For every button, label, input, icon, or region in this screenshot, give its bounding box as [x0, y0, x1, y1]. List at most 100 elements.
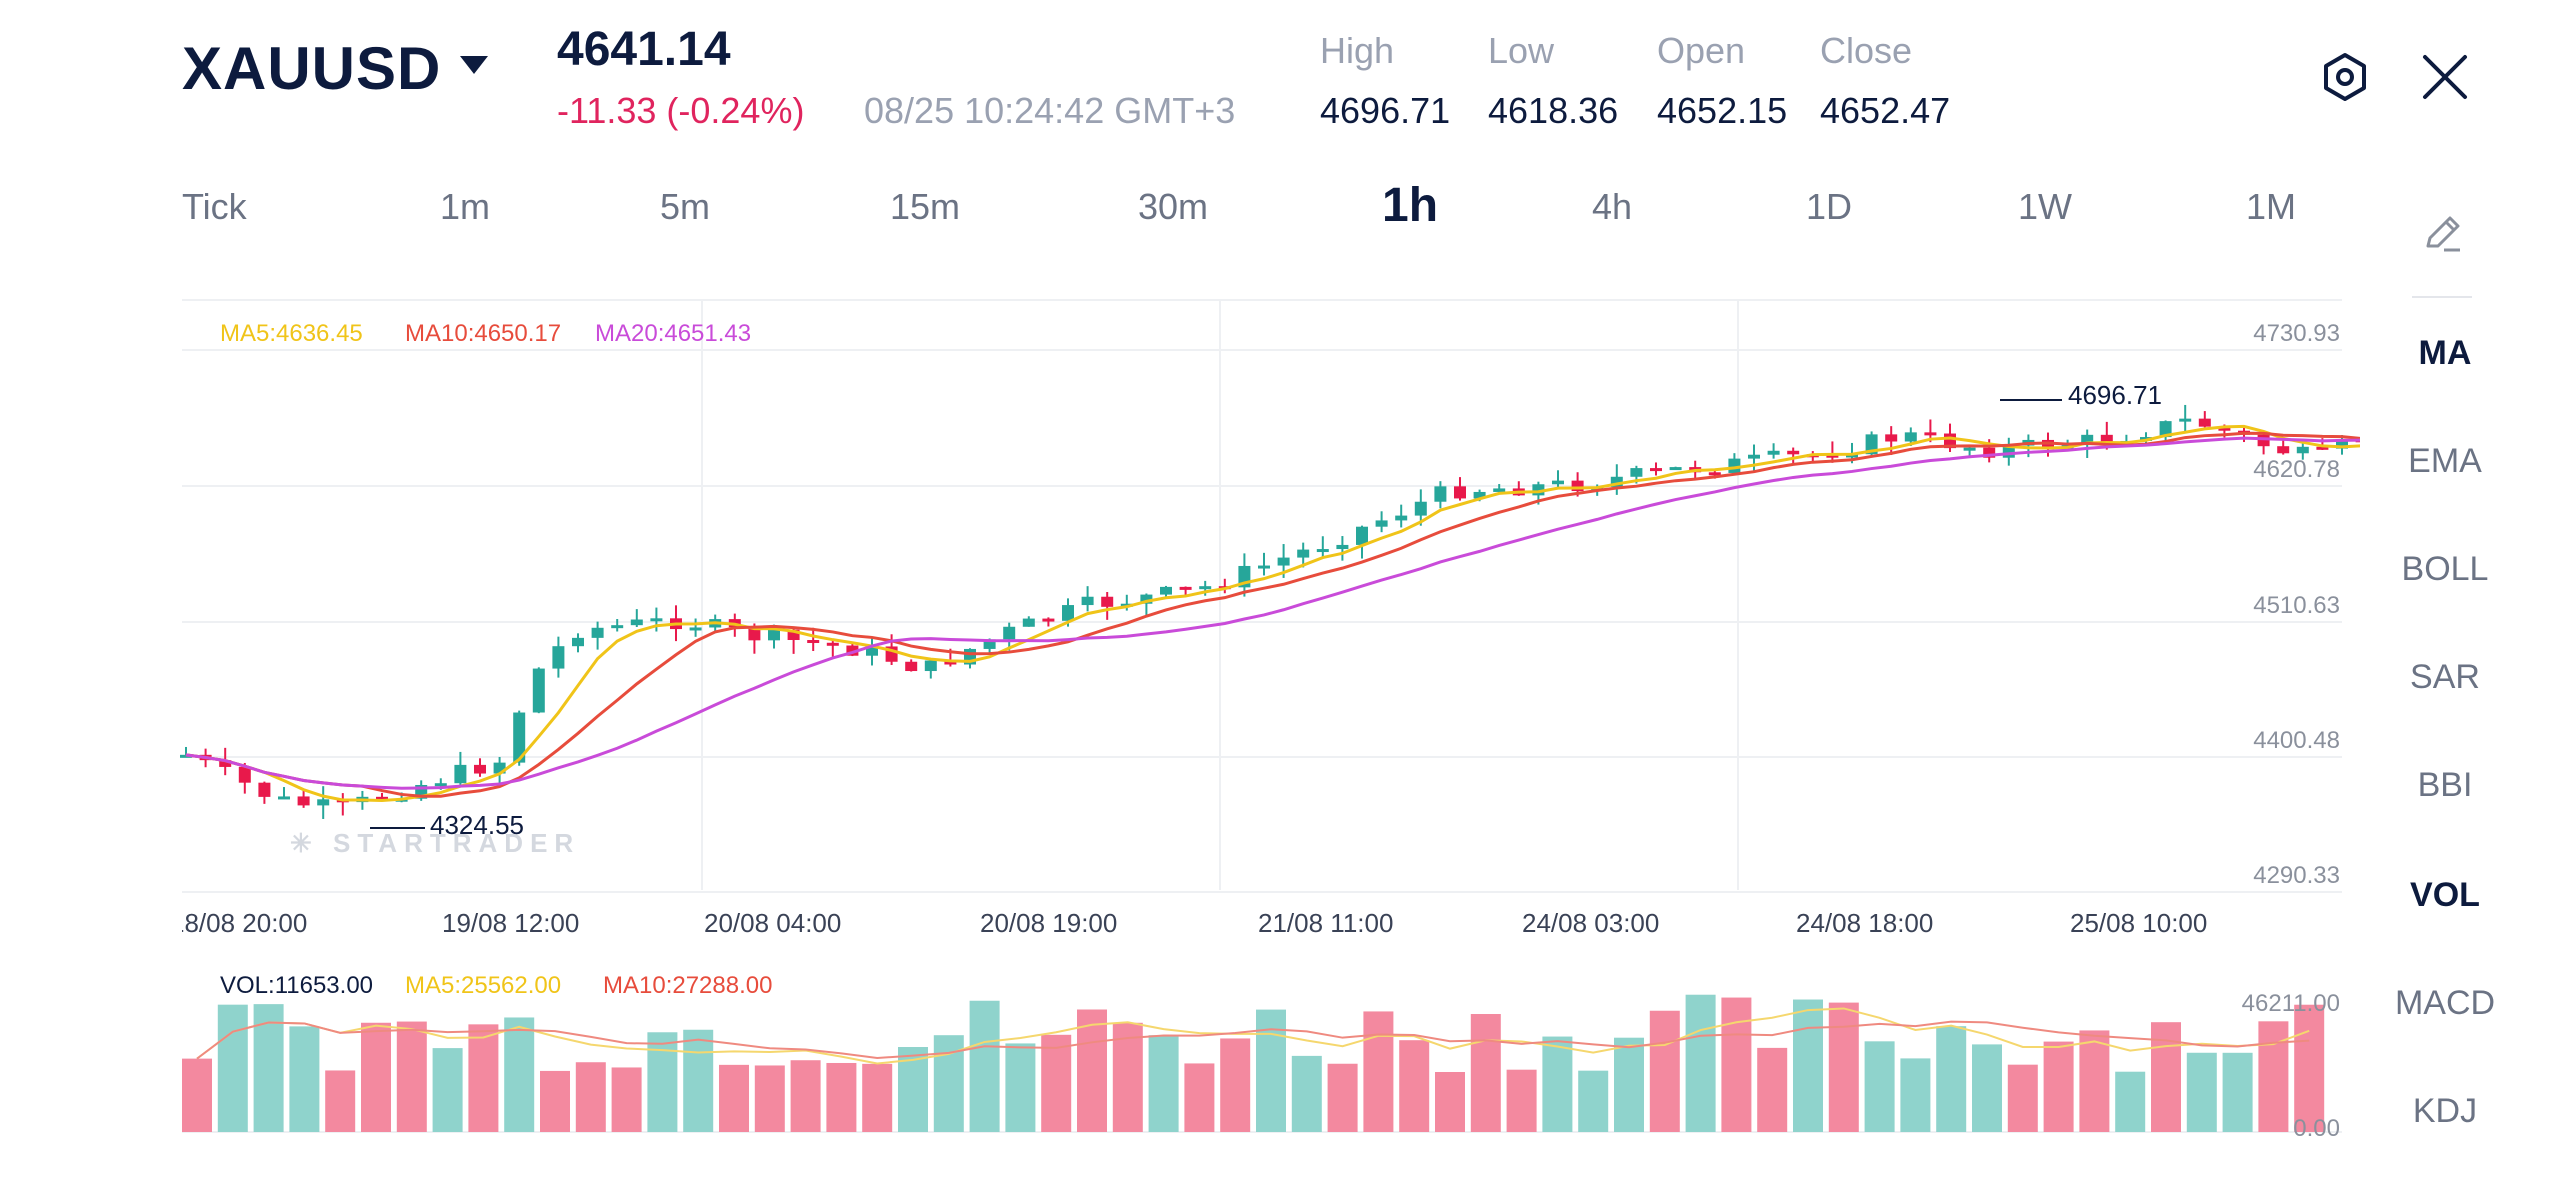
volume-bar [611, 1067, 642, 1132]
x-axis: 18/08 20:00 19/08 12:00 20/08 04:00 20/0… [182, 898, 2342, 938]
candle-body [1454, 486, 1466, 499]
candle-body [1258, 565, 1270, 569]
close-value: 4652.47 [1820, 90, 1951, 131]
volume-bar [2043, 1041, 2074, 1132]
settings-icon[interactable] [2320, 52, 2370, 102]
candle-body [630, 619, 643, 626]
symbol-selector[interactable]: XAUUSD [182, 35, 442, 102]
candle-body [826, 642, 839, 646]
tab-1d[interactable]: 1D [1806, 186, 1853, 227]
candle-body [1101, 596, 1114, 607]
candle-body [493, 762, 506, 774]
candle-body [944, 660, 957, 665]
candle-body [1003, 626, 1016, 640]
draw-tool-icon[interactable] [2420, 210, 2466, 256]
volume-bar [540, 1070, 570, 1132]
candle-body [1552, 480, 1564, 485]
tab-5m[interactable]: 5m [660, 186, 711, 227]
candle-body [1316, 549, 1329, 553]
x-tick: 24/08 18:00 [1796, 908, 1934, 938]
candle-body [2198, 418, 2211, 427]
volume-bar [2186, 1052, 2217, 1132]
volume-bar [2294, 1004, 2325, 1132]
volume-bar [1685, 994, 1716, 1132]
low-value: 4618.36 [1488, 90, 1619, 131]
open-label: Open [1657, 30, 1746, 71]
y-tick: 4290.33 [2253, 862, 2340, 889]
volume-bar [2222, 1052, 2253, 1132]
indicator-sar[interactable]: SAR [2410, 658, 2480, 696]
x-tick: 25/08 10:00 [2070, 908, 2208, 938]
candle-body [1708, 472, 1721, 476]
high-value: 4696.71 [1320, 90, 1451, 131]
low-marker-label: 4324.55 [430, 810, 524, 840]
candle-body [1179, 586, 1192, 590]
tab-1m[interactable]: 1m [440, 186, 491, 227]
watermark-logo: ✳ STARTRADER [290, 828, 580, 859]
volume-bar [1936, 1026, 1967, 1132]
volume-bar [1005, 1043, 1036, 1132]
volume-bar [1757, 1047, 1788, 1132]
indicator-kdj[interactable]: KDJ [2412, 1092, 2478, 1130]
candle-body [2277, 446, 2290, 454]
tab-4h[interactable]: 4h [1592, 186, 1633, 227]
candle-body [1669, 467, 1682, 471]
indicator-ema[interactable]: EMA [2408, 442, 2482, 480]
candle-body [532, 668, 545, 713]
price-change: -11.33 (-0.24%) [557, 90, 805, 131]
chevron-down-icon[interactable] [460, 56, 488, 74]
ma5-legend-text: MA5:4636.45 [220, 320, 363, 347]
candle-body [1356, 526, 1368, 545]
candle-body [866, 646, 878, 656]
candle-body [513, 712, 526, 763]
indicator-ma[interactable]: MA [2418, 334, 2472, 372]
volume-bar [1220, 1038, 1251, 1132]
y-tick: 4730.93 [2253, 320, 2340, 347]
candle-body [1434, 486, 1447, 502]
candlestick-chart[interactable] [0, 290, 2360, 940]
volume-bar [1614, 1037, 1644, 1132]
vol-ma10-legend: MA10:27288.00 [603, 972, 772, 1000]
ma10-legend: MA10:4650.17 [405, 320, 561, 348]
volume-bar [468, 1024, 499, 1132]
candle-body [1532, 484, 1545, 496]
indicator-macd[interactable]: MACD [2394, 984, 2496, 1022]
volume-bar [1864, 1041, 1895, 1132]
watermark-star-icon: ✳ [290, 828, 334, 858]
indicator-vol[interactable]: VOL [2410, 876, 2480, 914]
volume-bar [1256, 1009, 1286, 1132]
volume-bar [647, 1032, 678, 1132]
candle-body [1826, 454, 1839, 458]
candle-body [1846, 454, 1858, 458]
close-icon[interactable] [2420, 52, 2470, 102]
indicator-boll[interactable]: BOLL [2401, 550, 2489, 588]
candle-body [2159, 421, 2172, 438]
volume-bar [1900, 1058, 1931, 1132]
candle-body [434, 783, 447, 787]
candle-body [591, 627, 604, 638]
volume-bar [1721, 997, 1752, 1132]
tab-1mo[interactable]: 1M [2246, 186, 2297, 227]
tab-15m[interactable]: 15m [890, 186, 961, 227]
tab-30m[interactable]: 30m [1138, 186, 1209, 227]
x-tick: 18/08 20:00 [182, 908, 308, 938]
volume-ma-line [196, 1020, 2310, 1060]
tab-1w[interactable]: 1W [2018, 186, 2072, 227]
tab-1h[interactable]: 1h [1382, 179, 1439, 232]
y-tick: 4620.78 [2253, 456, 2340, 483]
volume-bar [1077, 1009, 1107, 1132]
candle-body [1924, 432, 1937, 436]
volume-bar [1327, 1063, 1358, 1132]
volume-chart[interactable] [0, 960, 2360, 1160]
vol-y-tick: 0.00 [2293, 1115, 2340, 1142]
candle-body [1042, 618, 1055, 622]
volume-bar [289, 1026, 320, 1132]
volume-bar [969, 1000, 1000, 1132]
candle-body [297, 796, 310, 806]
low-label: Low [1488, 30, 1555, 71]
volume-bar [1972, 1044, 2002, 1132]
candle-body [258, 782, 271, 797]
volume-bar [754, 1065, 785, 1132]
indicator-bbi[interactable]: BBI [2417, 766, 2473, 804]
tab-tick[interactable]: Tick [182, 186, 247, 227]
